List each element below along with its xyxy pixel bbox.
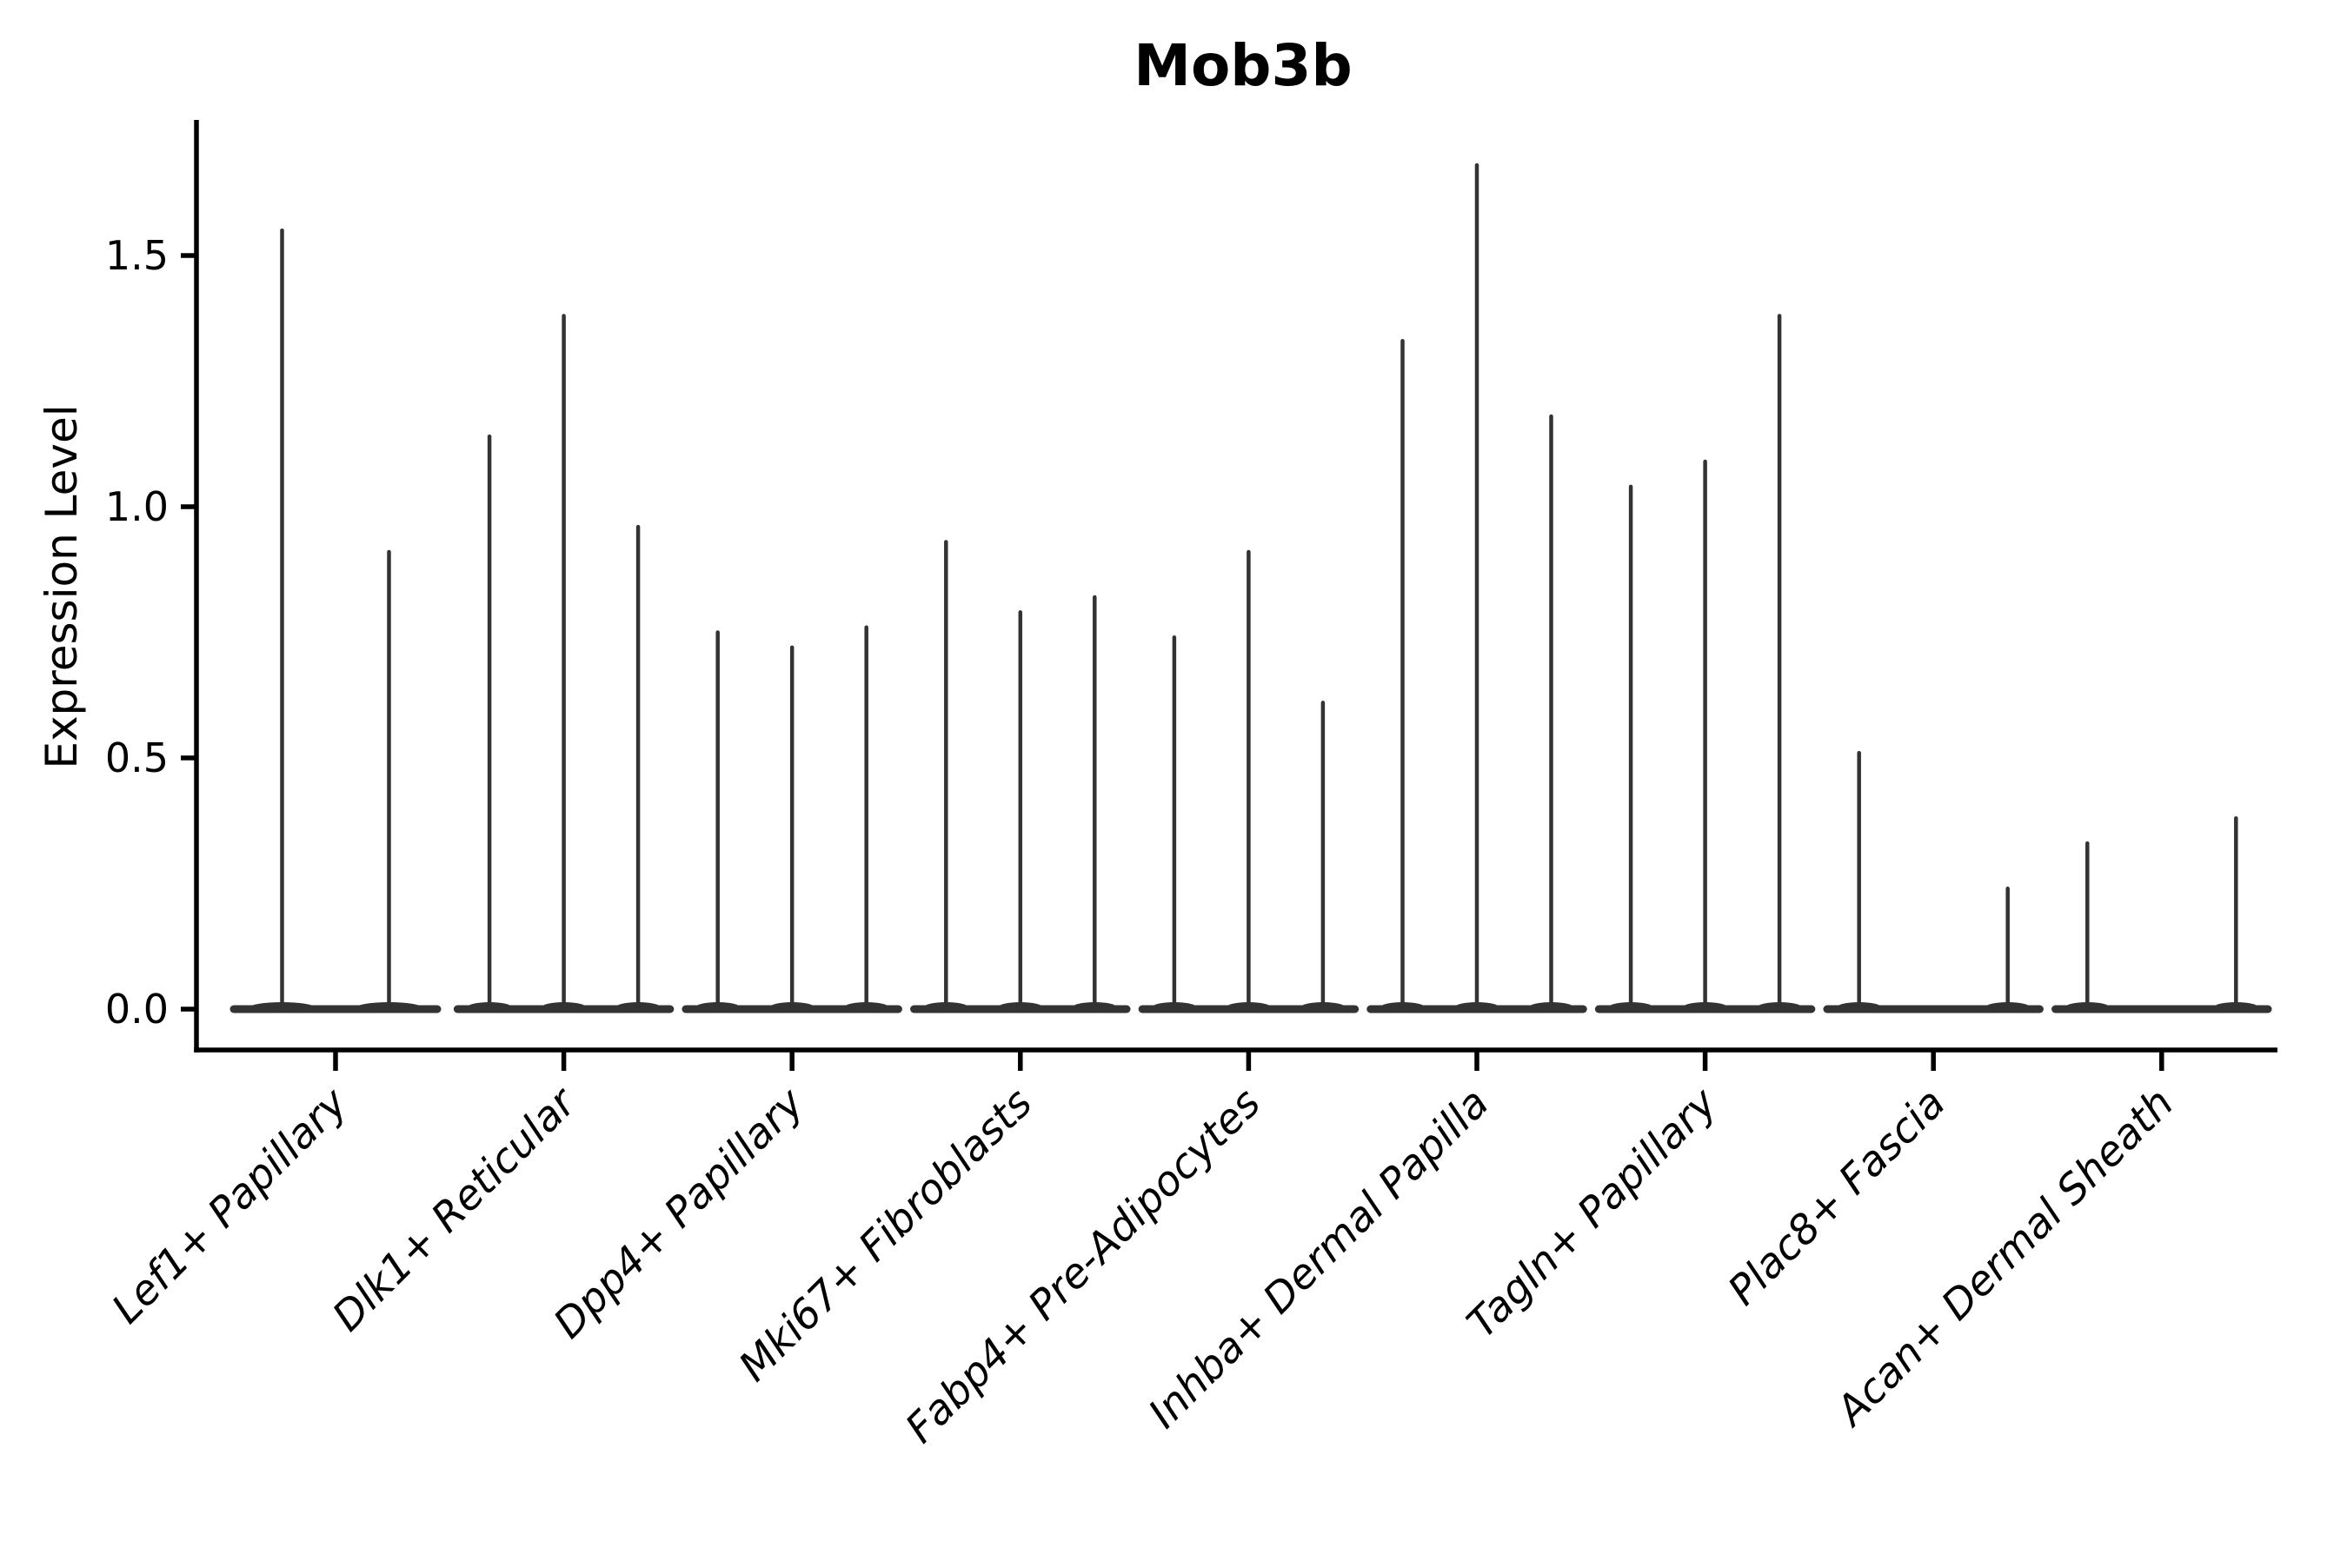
violin-category-group (2051, 816, 2272, 1013)
violin-category-group (229, 228, 442, 1013)
y-tick-label: 1.0 (105, 483, 169, 530)
violin-category-group (910, 540, 1131, 1013)
violin-category-group (1594, 314, 1816, 1013)
chart-title: Mob3b (1134, 32, 1352, 99)
y-axis-label: Expression Level (37, 404, 87, 768)
violin-category-group (453, 314, 675, 1013)
y-tick-label: 1.5 (105, 232, 169, 279)
y-tick-label: 0.5 (105, 734, 169, 781)
axes-group (194, 120, 2277, 1053)
violin-category-group (1138, 549, 1360, 1013)
x-tick-label: Dlk1+ Reticular (323, 1078, 587, 1341)
violin-category-group (1366, 163, 1587, 1013)
violin-category-group (681, 625, 902, 1013)
y-tick-label: 0.0 (105, 986, 169, 1033)
violin-category-group (1823, 750, 2044, 1013)
x-tick-label: Plac8+ Fascia (1719, 1080, 1955, 1315)
x-tick-label: Tagln+ Papillary (1458, 1079, 1727, 1348)
x-tick-label: Lef1+ Papillary (103, 1079, 357, 1333)
violins-group (229, 163, 2272, 1013)
x-tick-label: Dpp4+ Papillary (545, 1079, 814, 1348)
